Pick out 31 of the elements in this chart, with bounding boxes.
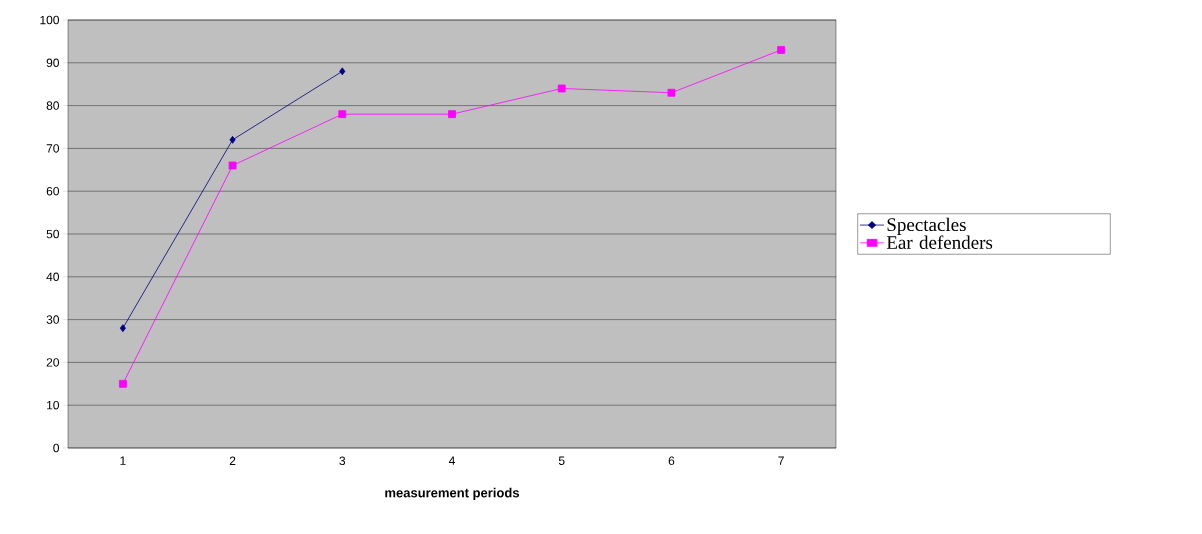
y-tick-label: 0 (53, 443, 60, 453)
x-tick-label: 1 (120, 456, 126, 465)
y-tick-label: 90 (46, 58, 60, 68)
x-axis-title: measurement periods (385, 487, 520, 500)
y-tick-label: 80 (46, 101, 60, 110)
y-tick-label: 60 (46, 186, 60, 196)
legend-label: Spectacles (887, 217, 966, 235)
x-tick-label: 4 (448, 456, 455, 465)
x-tick-label: 5 (558, 456, 565, 465)
point (118, 379, 127, 388)
y-tick-label: 50 (46, 229, 60, 239)
point (338, 110, 347, 119)
point (557, 84, 566, 93)
point (229, 135, 236, 144)
x-tick-label: 7 (778, 456, 784, 465)
x-tick-label: 3 (339, 456, 346, 466)
y-tick-label: 100 (40, 15, 60, 25)
y-tick-label: 30 (46, 315, 60, 324)
x-tick-label: 2 (229, 456, 236, 465)
point (448, 110, 456, 119)
legend-label: Ear defenders (886, 235, 993, 249)
x-tick-label: 6 (668, 456, 675, 466)
point (228, 161, 237, 170)
y-tick-label: 10 (47, 400, 60, 410)
point (119, 324, 126, 333)
y-tick-label: 70 (46, 144, 60, 153)
y-tick-label: 40 (46, 272, 60, 282)
y-tick-label: 20 (46, 358, 60, 367)
point (777, 46, 786, 54)
point (339, 67, 346, 76)
point (667, 88, 676, 97)
